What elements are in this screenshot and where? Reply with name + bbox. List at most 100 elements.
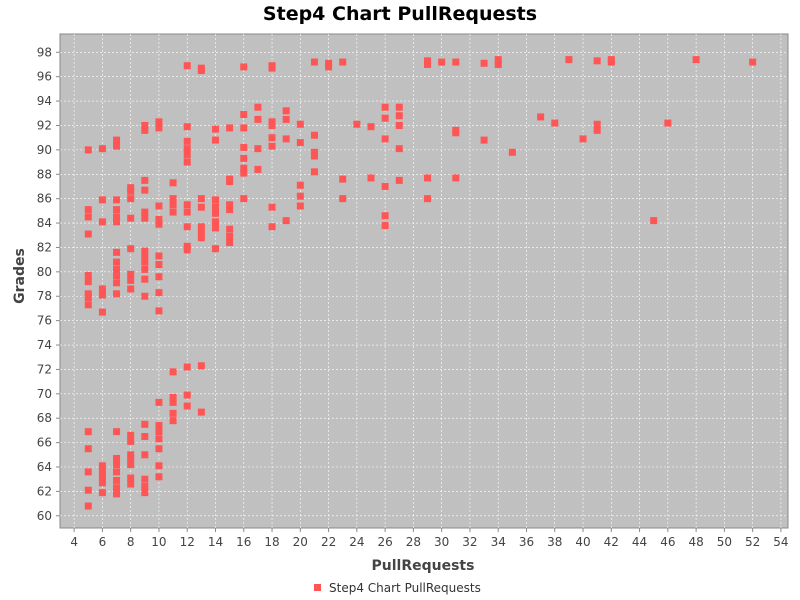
- data-point: [84, 428, 92, 436]
- x-tick-label: 40: [575, 535, 590, 549]
- legend-label: Step4 Chart PullRequests: [329, 581, 481, 595]
- data-point: [197, 408, 205, 416]
- data-point: [127, 245, 135, 253]
- data-point: [84, 278, 92, 286]
- data-point: [141, 489, 149, 497]
- data-point: [211, 125, 219, 133]
- data-point: [84, 213, 92, 221]
- data-point: [127, 270, 135, 278]
- data-point: [508, 148, 516, 156]
- y-tick-label: 88: [37, 167, 52, 181]
- data-point: [84, 146, 92, 154]
- data-point: [84, 230, 92, 238]
- x-tick-label: 12: [180, 535, 195, 549]
- data-point: [197, 362, 205, 370]
- data-point: [211, 209, 219, 217]
- y-tick-label: 98: [37, 45, 52, 59]
- data-point: [155, 307, 163, 315]
- y-tick-label: 78: [37, 289, 52, 303]
- data-point: [282, 135, 290, 143]
- data-point: [141, 247, 149, 255]
- data-point: [226, 175, 234, 183]
- y-tick-label: 70: [37, 387, 52, 401]
- data-point: [296, 120, 304, 128]
- data-point: [141, 253, 149, 261]
- data-point: [141, 126, 149, 134]
- data-point: [169, 208, 177, 216]
- data-point: [183, 158, 191, 166]
- data-point: [127, 474, 135, 482]
- data-point: [183, 137, 191, 145]
- x-tick-label: 8: [127, 535, 135, 549]
- data-point: [183, 402, 191, 410]
- chart-title: Step4 Chart PullRequests: [263, 3, 537, 25]
- data-point: [127, 454, 135, 462]
- x-tick-label: 38: [547, 535, 562, 549]
- data-point: [268, 62, 276, 70]
- data-point: [749, 58, 757, 66]
- data-point: [113, 196, 121, 204]
- data-point: [113, 213, 121, 221]
- data-point: [565, 56, 573, 64]
- data-point: [254, 165, 262, 173]
- data-point: [211, 136, 219, 144]
- data-point: [381, 114, 389, 122]
- data-point: [84, 502, 92, 510]
- data-point: [113, 272, 121, 280]
- data-point: [211, 218, 219, 226]
- data-point: [240, 195, 248, 203]
- data-point: [169, 417, 177, 425]
- x-tick-label: 46: [660, 535, 675, 549]
- data-point: [268, 134, 276, 142]
- data-point: [226, 225, 234, 233]
- data-point: [141, 186, 149, 194]
- data-point: [268, 118, 276, 126]
- data-point: [282, 115, 290, 123]
- y-tick-label: 86: [37, 192, 52, 206]
- data-point: [183, 223, 191, 231]
- data-point: [183, 62, 191, 70]
- data-point: [240, 143, 248, 151]
- data-point: [211, 203, 219, 211]
- data-point: [84, 445, 92, 453]
- data-point: [268, 142, 276, 150]
- data-point: [381, 182, 389, 190]
- data-point: [127, 285, 135, 293]
- x-tick-label: 34: [491, 535, 506, 549]
- data-point: [240, 164, 248, 172]
- x-tick-label: 26: [377, 535, 392, 549]
- x-tick-label: 20: [293, 535, 308, 549]
- data-point: [452, 58, 460, 66]
- x-tick-label: 50: [717, 535, 732, 549]
- data-point: [141, 214, 149, 222]
- data-point: [155, 289, 163, 297]
- data-point: [141, 121, 149, 129]
- data-point: [98, 467, 106, 475]
- x-tick-label: 6: [99, 535, 107, 549]
- data-point: [113, 468, 121, 476]
- data-point: [296, 192, 304, 200]
- y-tick-label: 60: [37, 509, 52, 523]
- data-point: [395, 103, 403, 111]
- data-point: [579, 135, 587, 143]
- data-point: [141, 475, 149, 483]
- data-point: [98, 462, 106, 470]
- data-point: [325, 59, 333, 67]
- data-point: [155, 252, 163, 260]
- data-point: [113, 206, 121, 214]
- data-point: [127, 480, 135, 488]
- data-point: [141, 483, 149, 491]
- data-point: [310, 148, 318, 156]
- data-point: [84, 206, 92, 214]
- data-point: [197, 195, 205, 203]
- data-point: [155, 398, 163, 406]
- data-point: [141, 433, 149, 441]
- data-point: [141, 275, 149, 283]
- data-point: [169, 398, 177, 406]
- data-point: [155, 445, 163, 453]
- data-point: [141, 451, 149, 459]
- data-point: [211, 196, 219, 204]
- data-point: [155, 215, 163, 223]
